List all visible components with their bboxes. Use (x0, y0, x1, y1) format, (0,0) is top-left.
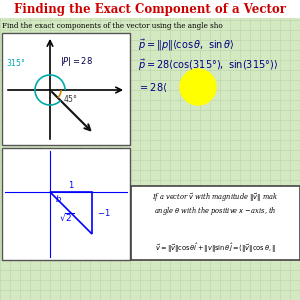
Text: $-1$: $-1$ (97, 208, 110, 218)
Text: $|P|=28$: $|P|=28$ (60, 56, 93, 68)
Text: $45°$: $45°$ (63, 94, 78, 104)
FancyBboxPatch shape (0, 0, 300, 18)
Text: $\sqrt{2}$: $\sqrt{2}$ (59, 211, 75, 223)
Text: angle $\theta$ with the positive $x-$axis, th: angle $\theta$ with the positive $x-$axi… (154, 205, 277, 217)
Text: $b$: $b$ (55, 194, 62, 205)
Text: $1$: $1$ (68, 179, 74, 191)
Circle shape (180, 69, 216, 105)
FancyBboxPatch shape (131, 186, 300, 260)
FancyBboxPatch shape (2, 33, 130, 145)
FancyBboxPatch shape (2, 148, 130, 260)
Text: $\vec{p} = \|p\| \langle \cos\theta,\ \sin\theta \rangle$: $\vec{p} = \|p\| \langle \cos\theta,\ \s… (138, 37, 235, 53)
Text: If a vector $\vec{v}$ with magnitude $\|\vec{v}\|$ mak: If a vector $\vec{v}$ with magnitude $\|… (152, 192, 278, 204)
Text: $= 28 \langle$: $= 28 \langle$ (138, 80, 167, 94)
Text: $\vec{v} = \|\vec{v}\|\cos\theta\hat{i} + \|v\|\sin\theta\hat{j} = \langle\|\vec: $\vec{v} = \|\vec{v}\|\cos\theta\hat{i} … (155, 241, 276, 255)
Text: $\vec{p} = 28 \langle \cos(315°),\ \sin(315°) \rangle$: $\vec{p} = 28 \langle \cos(315°),\ \sin(… (138, 57, 278, 73)
Text: $315°$: $315°$ (6, 56, 26, 68)
Text: Find the exact components of the vector using the angle sho: Find the exact components of the vector … (2, 22, 223, 30)
Text: Finding the Exact Component of a Vector: Finding the Exact Component of a Vector (14, 2, 286, 16)
